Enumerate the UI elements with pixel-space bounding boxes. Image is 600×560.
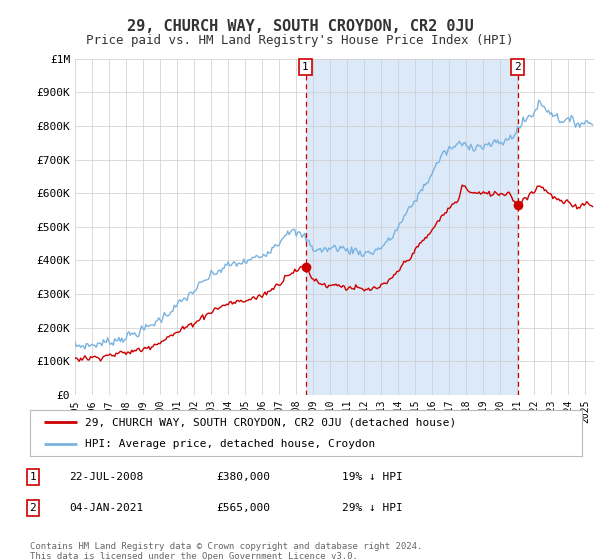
Text: Price paid vs. HM Land Registry's House Price Index (HPI): Price paid vs. HM Land Registry's House … bbox=[86, 34, 514, 46]
Text: HPI: Average price, detached house, Croydon: HPI: Average price, detached house, Croy… bbox=[85, 439, 376, 449]
Text: £565,000: £565,000 bbox=[216, 503, 270, 513]
Text: 29, CHURCH WAY, SOUTH CROYDON, CR2 0JU (detached house): 29, CHURCH WAY, SOUTH CROYDON, CR2 0JU (… bbox=[85, 417, 457, 427]
Text: 2: 2 bbox=[514, 62, 521, 72]
Text: 1: 1 bbox=[29, 472, 37, 482]
Text: 22-JUL-2008: 22-JUL-2008 bbox=[69, 472, 143, 482]
Text: 29, CHURCH WAY, SOUTH CROYDON, CR2 0JU: 29, CHURCH WAY, SOUTH CROYDON, CR2 0JU bbox=[127, 19, 473, 34]
Text: £380,000: £380,000 bbox=[216, 472, 270, 482]
Text: 29% ↓ HPI: 29% ↓ HPI bbox=[342, 503, 403, 513]
Text: 19% ↓ HPI: 19% ↓ HPI bbox=[342, 472, 403, 482]
Text: 1: 1 bbox=[302, 62, 309, 72]
Text: 04-JAN-2021: 04-JAN-2021 bbox=[69, 503, 143, 513]
Bar bbox=[305, 59, 518, 395]
Text: 2: 2 bbox=[29, 503, 37, 513]
Text: Contains HM Land Registry data © Crown copyright and database right 2024.
This d: Contains HM Land Registry data © Crown c… bbox=[30, 542, 422, 560]
